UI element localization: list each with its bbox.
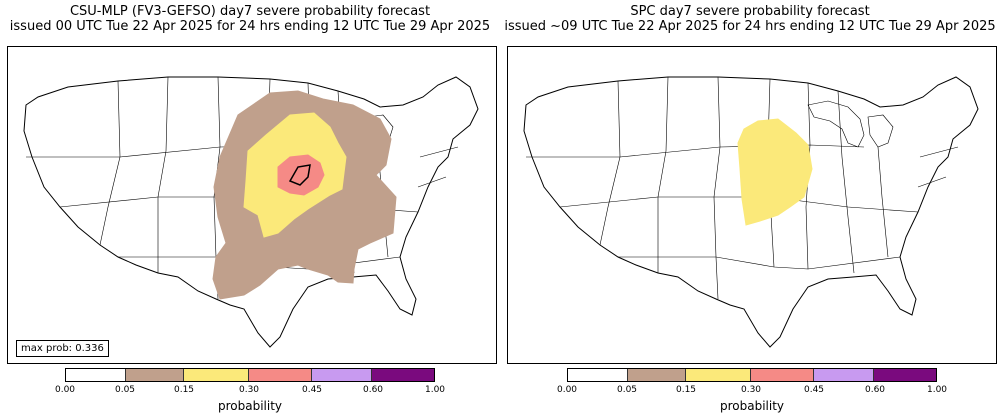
colorbar-segment — [184, 369, 250, 381]
left-colorbar — [65, 368, 435, 382]
colorbar-tick-label: 0.15 — [173, 385, 195, 395]
left-title-line2: issued 00 UTC Tue 22 Apr 2025 for 24 hrs… — [9, 19, 491, 34]
colorbar-segment — [125, 369, 185, 381]
max-prob-label: max prob: 0.336 — [16, 340, 109, 357]
colorbar-segment — [751, 369, 814, 381]
colorbar-segment — [627, 369, 687, 381]
right-prob-15-region — [737, 118, 813, 226]
colorbar-tick-label: 0.45 — [301, 385, 323, 395]
right-colorbar — [567, 368, 937, 382]
colorbar-tick-label: 0.00 — [556, 385, 578, 395]
state-border — [919, 146, 959, 158]
left-map-svg — [23, 76, 479, 348]
right-map-svg — [523, 76, 979, 348]
state-border — [417, 176, 447, 188]
state-border — [837, 90, 855, 274]
colorbar-segment — [372, 369, 434, 381]
left-colorbar-label: probability — [217, 399, 283, 413]
colorbar-segment — [249, 369, 312, 381]
great-lakes — [867, 114, 894, 148]
right-title-line2: issued ~09 UTC Tue 22 Apr 2025 for 24 hr… — [504, 19, 996, 34]
state-border — [657, 76, 669, 273]
colorbar-tick-label: 0.60 — [362, 385, 384, 395]
state-border — [419, 146, 459, 158]
colorbar-tick-label: 0.30 — [740, 385, 762, 395]
colorbar-tick-label: 0.00 — [54, 385, 76, 395]
colorbar-tick-label: 0.05 — [114, 385, 136, 395]
left-colorbar-ticks: 0.00 0.05 0.15 0.30 0.45 0.60 1.00 — [55, 385, 445, 397]
state-border — [618, 256, 901, 270]
left-prob-30-region — [277, 154, 325, 196]
state-border — [526, 144, 865, 158]
state-border — [917, 176, 947, 188]
colorbar-tick-label: 0.30 — [238, 385, 260, 395]
left-forecast-map: max prob: 0.336 — [7, 46, 497, 364]
colorbar-tick-label: 1.00 — [424, 385, 446, 395]
right-colorbar-label: probability — [719, 399, 785, 413]
colorbar-segment — [568, 369, 628, 381]
right-panel-title: SPC day7 severe probability forecast iss… — [504, 4, 996, 34]
colorbar-segment — [874, 369, 936, 381]
colorbar-segment — [813, 369, 875, 381]
colorbar-tick-label: 1.00 — [926, 385, 948, 395]
left-title-line1: CSU-MLP (FV3-GEFSO) day7 severe probabil… — [69, 4, 431, 19]
colorbar-segment — [311, 369, 373, 381]
right-forecast-map — [507, 46, 997, 364]
state-border — [599, 80, 621, 246]
colorbar-tick-label: 0.60 — [864, 385, 886, 395]
colorbar-segment — [66, 369, 126, 381]
colorbar-segment — [686, 369, 752, 381]
colorbar-tick-label: 0.05 — [616, 385, 638, 395]
state-border — [877, 146, 889, 258]
state-border — [157, 76, 169, 273]
colorbar-tick-label: 0.15 — [675, 385, 697, 395]
colorbar-tick-label: 0.45 — [803, 385, 825, 395]
state-border — [99, 80, 121, 246]
right-title-line1: SPC day7 severe probability forecast — [630, 4, 870, 19]
right-colorbar-ticks: 0.00 0.05 0.15 0.30 0.45 0.60 1.00 — [557, 385, 947, 397]
left-panel-title: CSU-MLP (FV3-GEFSO) day7 severe probabil… — [4, 4, 496, 34]
